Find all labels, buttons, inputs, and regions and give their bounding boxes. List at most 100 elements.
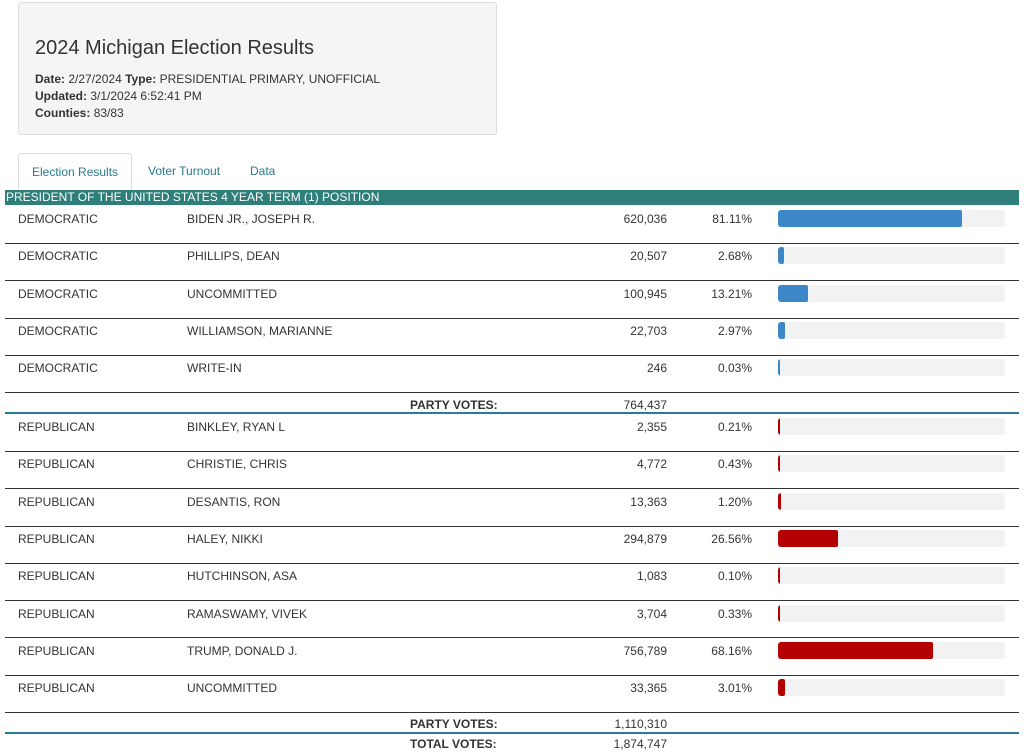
party-name: REPUBLICAN: [18, 569, 95, 584]
election-header-panel: 2024 Michigan Election Results Date: 2/2…: [18, 2, 497, 135]
party-name: DEMOCRATIC: [18, 249, 98, 264]
vote-count: 20,507: [630, 249, 667, 264]
candidate-name: TRUMP, DONALD J.: [187, 643, 298, 658]
vote-share-bar: [778, 604, 1005, 622]
candidate-name: PHILLIPS, DEAN: [187, 249, 280, 264]
vote-count: 4,772: [636, 457, 667, 472]
type-value: PRESIDENTIAL PRIMARY, UNOFFICIAL: [159, 72, 381, 86]
counties-label: Counties:: [35, 106, 91, 120]
result-row: REPUBLICAN DESANTIS, RON 13,363 1.20%: [5, 489, 1019, 526]
result-row: REPUBLICAN UNCOMMITTED 33,365 3.01%: [5, 675, 1019, 712]
candidate-name: HUTCHINSON, ASA: [187, 569, 298, 584]
result-row: REPUBLICAN BINKLEY, RYAN L 2,355 0.21%: [5, 414, 1019, 451]
vote-share-fill: [778, 567, 780, 585]
vote-share-fill: [778, 641, 933, 659]
total-votes-label: TOTAL VOTES:: [410, 737, 497, 751]
vote-count: 3,704: [636, 606, 667, 621]
candidate-name: BIDEN JR., JOSEPH R.: [187, 212, 316, 226]
vote-share-fill: [778, 418, 780, 435]
vote-count: 246: [646, 361, 667, 376]
row-divider: [5, 675, 1019, 676]
updated-label: Updated:: [35, 89, 87, 103]
vote-share-bar: [778, 641, 1005, 659]
result-row: DEMOCRATIC UNCOMMITTED 100,945 13.21%: [5, 281, 1019, 318]
republican-party-votes-label: PARTY VOTES:: [410, 717, 498, 731]
vote-share-fill: [778, 492, 781, 510]
date-type-line: Date: 2/27/2024 Type: PRESIDENTIAL PRIMA…: [35, 72, 380, 86]
vote-count: 22,703: [630, 323, 667, 338]
vote-share-bar: [778, 247, 1005, 265]
vote-share-fill: [778, 321, 785, 339]
republican-party-votes-value: 1,110,310: [614, 717, 668, 731]
row-divider: [5, 600, 1019, 601]
party-name: REPUBLICAN: [18, 457, 95, 472]
vote-share-bar: [778, 284, 1005, 302]
democratic-party-votes-value: 764,437: [623, 398, 667, 412]
row-divider: [5, 712, 1019, 713]
row-divider: [5, 392, 1019, 393]
party-name: REPUBLICAN: [18, 494, 95, 509]
candidate-name: WILLIAMSON, MARIANNE: [187, 323, 333, 338]
vote-count: 13,363: [630, 494, 667, 509]
total-votes: TOTAL VOTES: 1,874,747: [5, 735, 1019, 752]
counties-line: Counties: 83/83: [35, 106, 124, 120]
vote-share-bar: [778, 321, 1005, 339]
vote-percent: 0.33%: [717, 606, 752, 621]
result-row: REPUBLICAN RAMASWAMY, VIVEK 3,704 0.33%: [5, 601, 1019, 638]
vote-percent: 26.56%: [711, 531, 752, 546]
vote-percent: 0.43%: [717, 457, 752, 472]
row-divider: [5, 355, 1019, 356]
row-divider: [5, 451, 1019, 452]
candidate-name: DESANTIS, RON: [187, 494, 281, 509]
vote-share-fill: [778, 247, 785, 265]
vote-percent: 0.03%: [717, 361, 752, 376]
vote-percent: 81.11%: [712, 212, 752, 226]
row-divider: [5, 526, 1019, 527]
party-name: REPUBLICAN: [18, 643, 95, 658]
vote-share-fill: [778, 604, 780, 622]
vote-count: 1,083: [636, 569, 667, 584]
candidate-name: BINKLEY, RYAN L: [187, 420, 286, 434]
vote-count: 756,789: [623, 643, 667, 658]
row-divider: [5, 280, 1019, 281]
party-name: DEMOCRATIC: [18, 361, 98, 376]
tab-voter-turnout[interactable]: Voter Turnout: [148, 164, 221, 178]
result-row: DEMOCRATIC WILLIAMSON, MARIANNE 22,703 2.97…: [5, 318, 1019, 355]
democratic-party-votes: PARTY VOTES: 764,437: [5, 396, 1019, 413]
vote-share-fill: [778, 359, 780, 377]
candidate-name: HALEY, NIKKI: [187, 531, 263, 546]
vote-percent: 1.20%: [717, 494, 752, 509]
party-name: DEMOCRATIC: [18, 323, 98, 338]
result-row: DEMOCRATIC WRITE-IN 246 0.03%: [5, 355, 1019, 392]
tab-election-results[interactable]: Election Results: [18, 153, 132, 190]
candidate-name: UNCOMMITTED: [187, 286, 277, 301]
vote-percent: 3.01%: [717, 681, 752, 696]
vote-percent: 2.97%: [717, 323, 752, 338]
party-name: REPUBLICAN: [18, 681, 95, 696]
page-title: 2024 Michigan Election Results: [35, 37, 315, 59]
vote-share-bar: [778, 679, 1005, 697]
tab-data[interactable]: Data: [250, 164, 276, 178]
vote-share-bar: [778, 492, 1005, 510]
date-label: Date:: [35, 72, 66, 86]
race-title-bar: PRESIDENT OF THE UNITED STATES 4 YEAR TE…: [5, 190, 1019, 205]
result-row: DEMOCRATIC BIDEN JR., JOSEPH R. 620,036 81.…: [5, 206, 1019, 243]
date-value: 2/27/2024: [68, 72, 122, 86]
republican-party-votes: PARTY VOTES: 1,110,310: [5, 715, 1019, 732]
type-label: Type:: [125, 72, 157, 86]
vote-percent: 0.21%: [717, 420, 752, 434]
row-divider: [5, 318, 1019, 319]
vote-share-fill: [778, 455, 780, 473]
result-row: REPUBLICAN HUTCHINSON, ASA 1,083 0.10%: [5, 563, 1019, 600]
party-name: REPUBLICAN: [18, 606, 95, 621]
vote-percent: 68.16%: [711, 643, 752, 658]
vote-count: 100,945: [623, 286, 667, 301]
party-name: REPUBLICAN: [18, 420, 95, 434]
vote-share-bar: [778, 567, 1005, 585]
party-name: REPUBLICAN: [18, 531, 95, 546]
vote-share-fill: [778, 284, 808, 302]
vote-percent: 2.68%: [717, 249, 752, 264]
vote-percent: 0.10%: [717, 569, 752, 584]
result-row: REPUBLICAN CHRISTIE, CHRIS 4,772 0.43%: [5, 451, 1019, 488]
party-name: DEMOCRATIC: [18, 212, 98, 226]
